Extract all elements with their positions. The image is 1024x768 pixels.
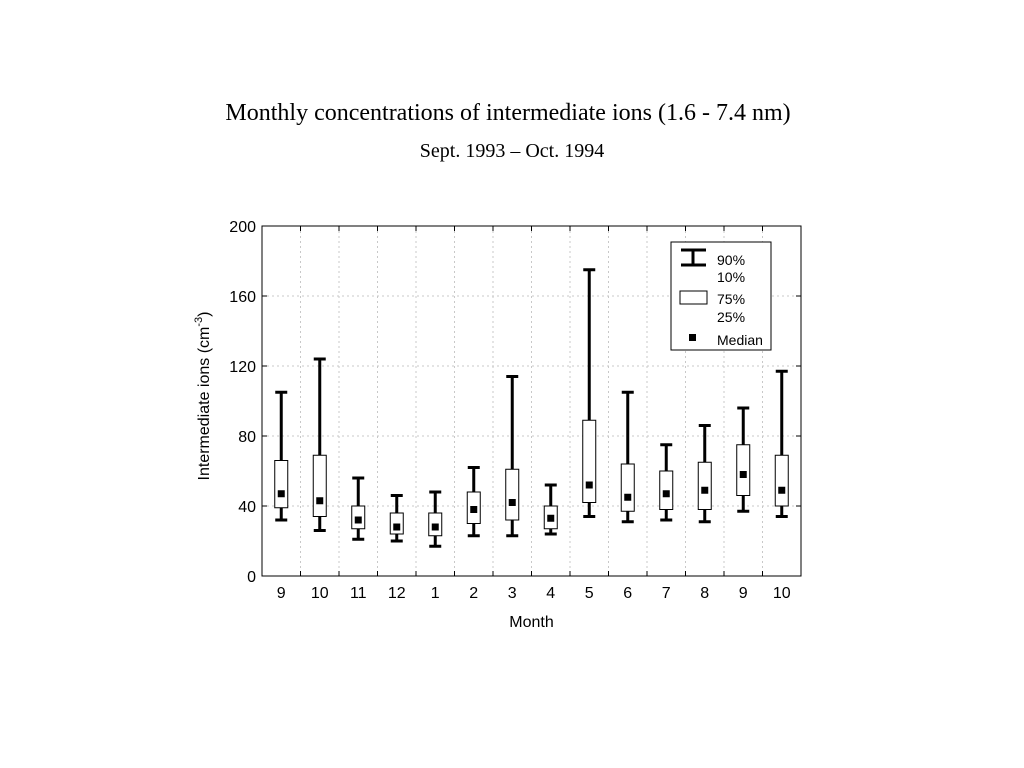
median-marker: [662, 490, 670, 498]
iqr-box: [736, 444, 751, 496]
x-tick-label: 12: [388, 585, 406, 602]
box-12: [736, 406, 751, 513]
x-tick-label: 3: [508, 585, 517, 602]
x-tick-label: 6: [623, 585, 632, 602]
box-3: [389, 494, 404, 543]
box-11: [697, 424, 712, 524]
legend-median-symbol: [689, 334, 696, 341]
iqr-box: [312, 454, 327, 517]
iqr-box: [620, 463, 635, 512]
median-marker: [354, 516, 362, 524]
iqr-box: [697, 461, 712, 510]
box-1: [312, 357, 327, 532]
median-marker: [547, 514, 555, 522]
y-axis-label: Intermediate ions (cm-3): [193, 312, 213, 481]
y-tick-label: 40: [238, 499, 256, 516]
iqr-box: [505, 468, 520, 521]
legend-whisker-lower: 10%: [717, 269, 745, 285]
y-tick-label: 80: [238, 429, 256, 446]
iqr-box: [774, 454, 789, 507]
y-tick-label: 0: [247, 569, 256, 586]
box-6: [505, 375, 520, 538]
median-marker: [470, 506, 478, 513]
x-tick-label: 5: [585, 585, 594, 602]
box-13: [774, 369, 789, 518]
box-4: [428, 490, 443, 548]
legend: 90% 10% 75% 25% Median: [670, 241, 772, 351]
box-9: [620, 390, 635, 524]
median-marker: [508, 499, 516, 506]
y-tick-label: 200: [229, 219, 256, 236]
legend-box-symbol: [679, 290, 708, 305]
x-tick-label: 10: [773, 585, 791, 602]
x-tick-label: 9: [739, 585, 748, 602]
x-tick-label: 7: [662, 585, 671, 602]
x-tick-label: 1: [431, 585, 440, 602]
x-axis-label: Month: [509, 614, 553, 631]
median-marker: [393, 523, 401, 531]
iqr-box: [582, 419, 597, 503]
box-7: [543, 483, 558, 536]
box-10: [659, 443, 674, 522]
median-marker: [277, 490, 285, 498]
x-tick-label: 4: [546, 585, 555, 602]
grid-lines: [262, 226, 801, 576]
y-axis-label-close: ): [196, 312, 213, 317]
median-marker: [431, 523, 439, 531]
y-tick-label: 120: [229, 359, 256, 376]
legend-whisker-symbol: [681, 248, 706, 267]
chart-title: Monthly concentrations of intermediate i…: [225, 100, 791, 126]
x-tick-label: 11: [350, 585, 367, 602]
box-0: [274, 390, 289, 522]
x-tick-label: 2: [469, 585, 478, 602]
median-marker: [739, 471, 747, 478]
median-marker: [778, 486, 786, 494]
median-marker: [624, 493, 632, 501]
y-tick-label: 160: [229, 289, 256, 306]
y-axis-label-superscript: -3: [193, 317, 205, 327]
y-axis-label-text: Intermediate ions (cm: [196, 327, 213, 481]
median-marker: [701, 486, 709, 494]
legend-whisker-upper: 90%: [717, 252, 745, 268]
x-tick-label: 8: [700, 585, 709, 602]
box-2: [351, 476, 366, 541]
box-5: [466, 466, 481, 538]
median-marker: [316, 497, 324, 505]
legend-median-label: Median: [717, 332, 763, 348]
median-marker: [585, 481, 593, 489]
legend-box-upper: 75%: [717, 291, 745, 307]
legend-box-lower: 25%: [717, 309, 745, 325]
box-8: [582, 268, 597, 518]
x-tick-label: 9: [277, 585, 286, 602]
chart-subtitle: Sept. 1993 – Oct. 1994: [419, 140, 605, 162]
x-tick-label: 10: [311, 585, 329, 602]
iqr-box: [274, 460, 289, 509]
box-series: [274, 268, 789, 548]
